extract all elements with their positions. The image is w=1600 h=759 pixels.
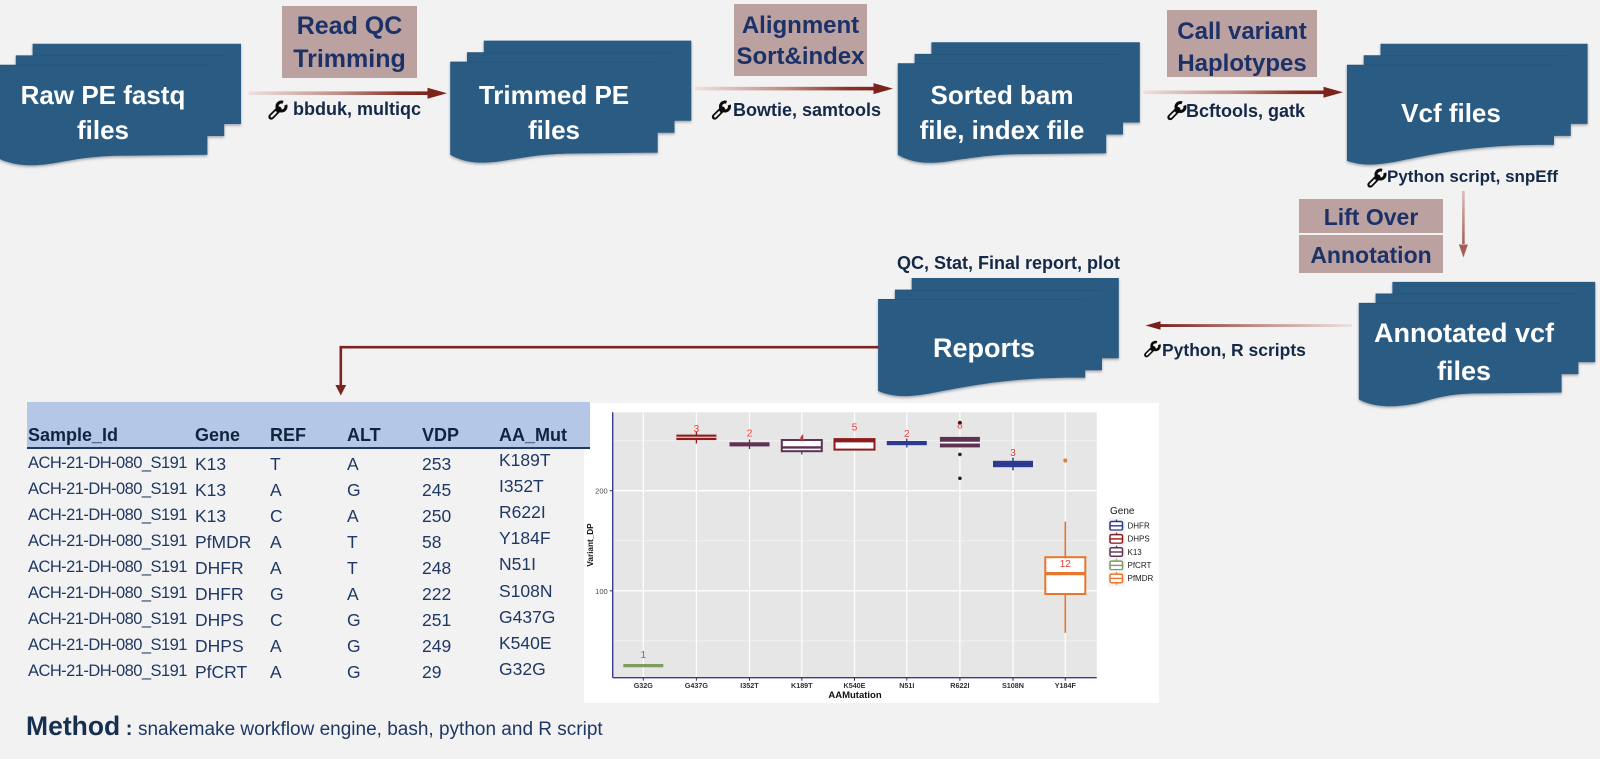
svg-text:Y184F: Y184F	[1055, 681, 1077, 690]
svg-text:G437G: G437G	[685, 681, 709, 690]
svg-text:3: 3	[694, 424, 700, 435]
svg-text:N51I: N51I	[899, 681, 914, 690]
svg-text:Gene: Gene	[1110, 506, 1135, 517]
svg-text:K189T: K189T	[791, 681, 813, 690]
svg-text:S108N: S108N	[1002, 681, 1024, 690]
svg-text:I352T: I352T	[740, 681, 759, 690]
svg-text:Variant_DP: Variant_DP	[586, 523, 595, 567]
svg-text:K13: K13	[1128, 548, 1143, 557]
svg-text:3: 3	[1010, 448, 1016, 459]
svg-text:4: 4	[799, 434, 805, 445]
svg-text:PfMDR: PfMDR	[1128, 574, 1154, 583]
svg-text:2: 2	[904, 429, 910, 440]
svg-text:G32G: G32G	[634, 681, 654, 690]
svg-text:AAMutation: AAMutation	[828, 690, 881, 701]
svg-text:100: 100	[595, 587, 608, 596]
svg-text:200: 200	[595, 487, 608, 496]
svg-text:1: 1	[641, 650, 647, 661]
svg-text:12: 12	[1060, 559, 1072, 570]
svg-text:2: 2	[747, 429, 753, 440]
svg-text:PfCRT: PfCRT	[1128, 561, 1152, 570]
svg-text:5: 5	[852, 423, 858, 434]
svg-text:K540E: K540E	[844, 681, 866, 690]
svg-text:8: 8	[957, 420, 963, 431]
svg-text:DHFR: DHFR	[1128, 522, 1150, 531]
svg-text:DHPS: DHPS	[1128, 535, 1150, 544]
svg-text:R622I: R622I	[950, 681, 969, 690]
